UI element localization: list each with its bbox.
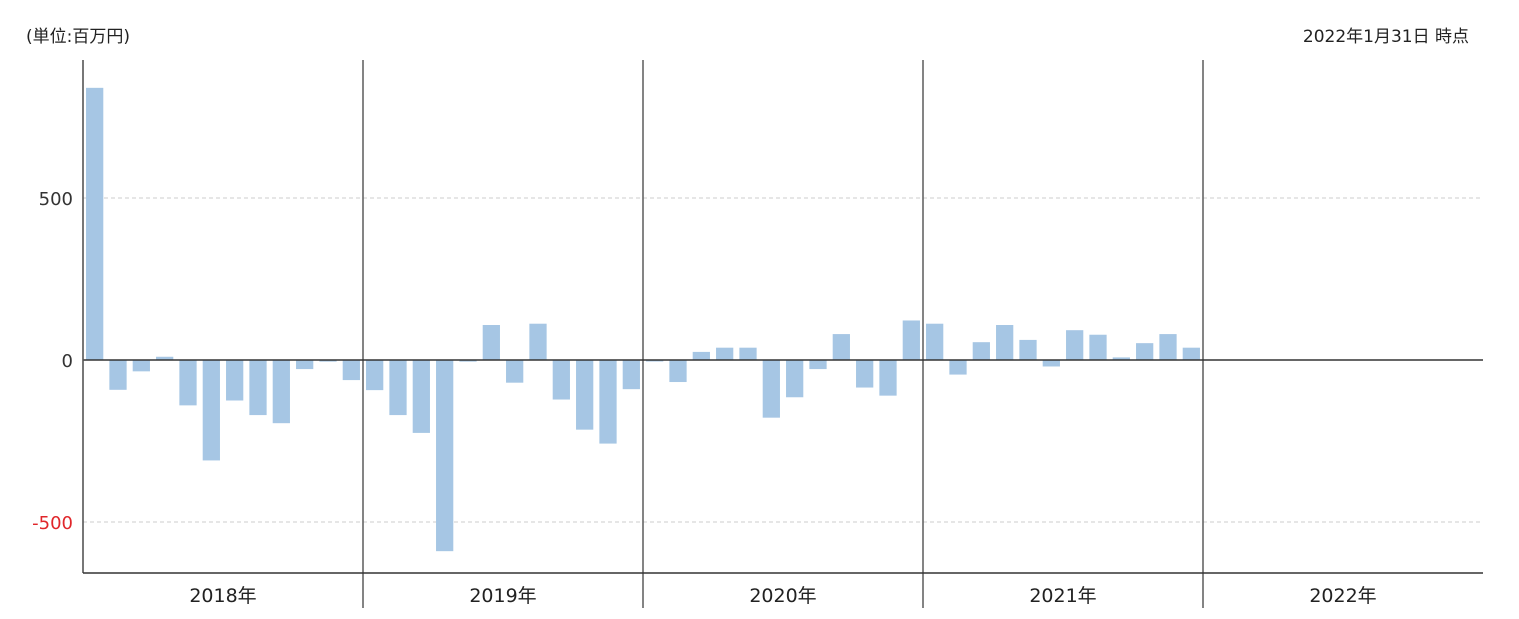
bar: [832, 334, 850, 360]
bar: [692, 351, 710, 360]
unit-label: (単位:百万円): [26, 27, 130, 47]
bar: [319, 360, 337, 362]
x-year-label: 2022年: [1309, 585, 1376, 607]
bar: [249, 360, 267, 416]
as-of-date-label: 2022年1月31日 時点: [1302, 27, 1469, 47]
bar: [599, 360, 617, 444]
bar: [739, 347, 757, 360]
y-tick-label: -500: [32, 513, 73, 534]
bar: [179, 360, 197, 406]
bar: [809, 360, 827, 370]
bar: [996, 325, 1014, 360]
bar: [1066, 330, 1084, 360]
bar: [436, 360, 454, 552]
bar: [342, 360, 360, 381]
x-year-label: 2021年: [1029, 585, 1096, 607]
bar: [482, 325, 500, 360]
bar: [86, 87, 104, 360]
bar: [1042, 360, 1060, 367]
bar: [296, 360, 314, 370]
bar: [1159, 334, 1177, 360]
x-year-label: 2020年: [749, 585, 816, 607]
bar: [902, 320, 920, 360]
bar: [156, 356, 174, 360]
bar: [389, 360, 407, 416]
bar: [622, 360, 640, 390]
bar: [1136, 343, 1154, 360]
bar: [552, 360, 570, 400]
bar: [132, 360, 150, 372]
bar: [226, 360, 244, 401]
y-tick-label: 500: [39, 189, 73, 210]
bar: [972, 342, 990, 360]
bar: [949, 360, 967, 375]
bar: [1112, 357, 1130, 360]
bar: [529, 323, 547, 360]
bar: [786, 360, 804, 398]
bar: [716, 347, 734, 360]
bar: [856, 360, 874, 388]
bar: [576, 360, 594, 430]
bar: [202, 360, 220, 461]
bar: [1019, 339, 1037, 360]
bar: [366, 360, 384, 391]
bar: [272, 360, 290, 424]
y-tick-label: 0: [62, 351, 73, 372]
bar: [669, 360, 687, 383]
bar: [762, 360, 780, 418]
x-year-label: 2019年: [469, 585, 536, 607]
bar: [459, 360, 477, 362]
bar: [1182, 347, 1200, 360]
x-year-label: 2018年: [189, 585, 256, 607]
bar: [109, 360, 127, 390]
bar: [506, 360, 524, 383]
bar: [926, 323, 944, 360]
bar: [879, 360, 897, 396]
bar: [412, 360, 430, 433]
bar: [1089, 334, 1107, 360]
